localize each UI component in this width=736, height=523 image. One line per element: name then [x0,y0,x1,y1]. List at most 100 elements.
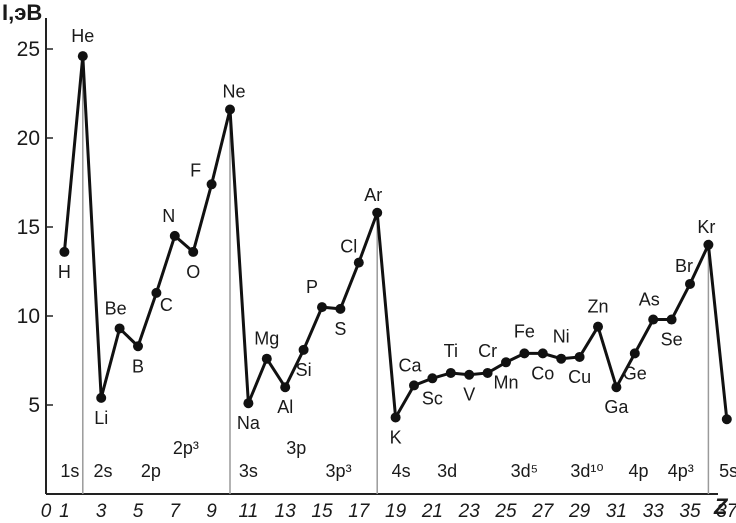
point-cu [575,352,585,362]
element-label-cu: Cu [568,367,591,387]
point-ge [630,348,640,358]
point-co [538,348,548,358]
point-ni [556,354,566,364]
point-k [391,412,401,422]
point-h [59,247,69,257]
x-tick-label: 31 [606,501,627,522]
sublevel-label: 5s [719,461,736,481]
element-label-na: Na [237,413,261,433]
element-label-s: S [334,319,346,339]
point-b [133,341,143,351]
element-label-al: Al [277,397,293,417]
point-br [685,279,695,289]
point-be [115,323,125,333]
point-mg [262,354,272,364]
sublevel-label: 4p [628,461,648,481]
point-li [96,393,106,403]
x-tick-label: 7 [170,501,182,522]
element-label-ge: Ge [623,363,647,383]
element-label-br: Br [675,256,693,276]
point-na [243,398,253,408]
element-label-zn: Zn [587,297,608,317]
sublevel-label: 2p [141,461,161,481]
element-label-he: He [71,26,94,46]
element-label-k: K [390,427,402,447]
element-label-mg: Mg [254,329,279,349]
point-ga [611,382,621,392]
point-cl [354,258,364,268]
point-si [299,345,309,355]
point-al [280,382,290,392]
element-label-v: V [463,385,475,405]
x-tick-label: 21 [421,501,443,522]
point-as [648,315,658,325]
sublevel-label: 2p³ [173,438,199,458]
point-p [317,302,327,312]
y-tick-label: 5 [28,394,40,417]
element-label-ga: Ga [604,397,629,417]
point-v [464,370,474,380]
point-f [207,179,217,189]
x-tick-label: 35 [679,501,701,522]
element-label-c: C [160,295,173,315]
element-label-f: F [190,160,201,180]
point-ti [446,368,456,378]
x-tick-label: 23 [458,501,481,522]
x-tick-label: 33 [643,501,665,522]
point-sc [427,373,437,383]
element-label-as: As [639,290,660,310]
x-tick-label: 3 [96,501,107,522]
element-label-sc: Sc [422,388,443,408]
element-label-be: Be [105,298,127,318]
sublevel-label: 1s [60,461,79,481]
element-label-si: Si [296,360,312,380]
element-label-se: Se [661,330,683,350]
element-label-li: Li [94,408,108,428]
y-axis-title: I,эВ [2,0,42,25]
x-tick-label: 19 [385,501,407,522]
x-tick-label: 17 [348,501,371,522]
point-kr [703,240,713,250]
point-zn [593,322,603,332]
point-n [170,231,180,241]
x-tick-label: 13 [275,501,297,522]
y-tick-label: 25 [17,38,40,61]
sublevel-label: 3s [239,461,258,481]
point-cr [483,368,493,378]
point-ca [409,380,419,390]
y-ticks: 510152025 [17,38,53,417]
x-tick-label: 25 [494,501,517,522]
sublevel-label: 3d⁵ [511,461,538,481]
sublevel-label: 4s [392,461,411,481]
point-o [188,247,198,257]
x-tick-label: 11 [239,501,259,522]
x-tick-label: 0 [41,501,52,522]
element-label-co: Co [531,363,554,383]
element-label-o: O [186,262,200,282]
x-tick-label: 1 [59,501,70,522]
element-label-p: P [306,277,318,297]
element-label-ti: Ti [444,341,458,361]
x-tick-label: 27 [531,501,555,522]
point-he [78,51,88,61]
element-label-ni: Ni [553,327,570,347]
element-label-h: H [58,262,71,282]
element-label-kr: Kr [697,217,715,237]
element-label-ne: Ne [222,82,245,102]
point-se [667,315,677,325]
point-fe [519,348,529,358]
element-label-cl: Cl [340,237,357,257]
x-tick-label: 37 [716,501,736,522]
sublevel-label: 3p³ [326,461,352,481]
y-tick-label: 20 [17,127,40,150]
element-label-fe: Fe [514,321,535,341]
point-s [335,304,345,314]
sublevel-label: 3d¹⁰ [570,461,603,481]
element-label-cr: Cr [478,341,497,361]
x-ticks: 0 1 3 5 7 9 11 13 15 17 19 21 23 25 27 29 31 33 35 37 [41,501,736,522]
x-tick-label: 9 [206,501,217,522]
element-labels: HHeLiBeBCNOFNeNaMgAlSiPSClArKCaScTiVCrMn… [58,26,736,447]
element-label-ar: Ar [364,185,382,205]
sublevel-label: 4p³ [668,461,694,481]
